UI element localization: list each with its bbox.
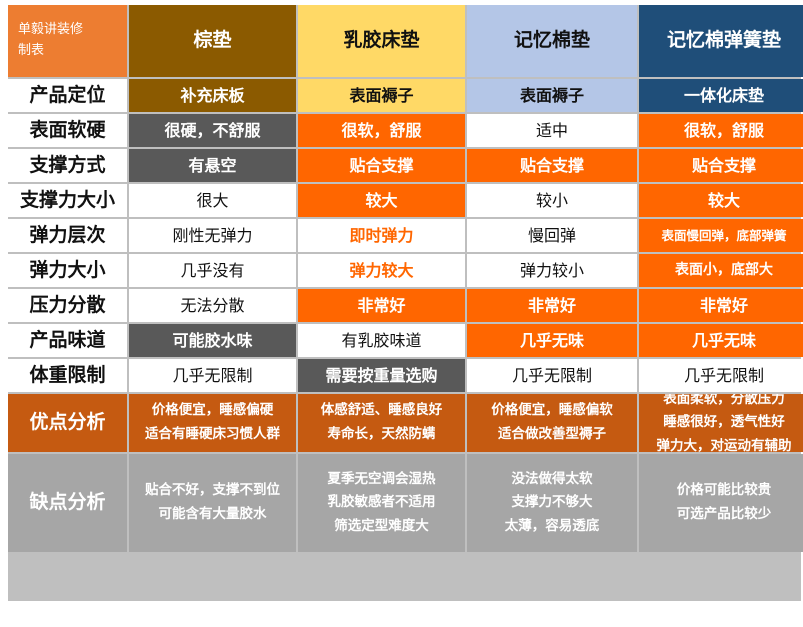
table-cell: 需要按重量选购 — [298, 359, 465, 392]
table-cell: 几乎无限制 — [639, 359, 803, 392]
cons-line: 贴合不好，支撑不到位 — [145, 482, 280, 499]
table-cell: 适中 — [467, 114, 637, 147]
row-label-support-type: 支撑方式 — [8, 149, 127, 182]
col-header-palm: 棕垫 — [129, 5, 296, 77]
cons-cell: 价格可能比较贵 可选产品比较少 — [639, 454, 803, 552]
table-cell: 表面褥子 — [467, 79, 637, 112]
table-cell: 非常好 — [298, 289, 465, 322]
cons-line: 支撑力不够大 — [511, 494, 593, 511]
table-cell: 贴合支撑 — [298, 149, 465, 182]
table-cell: 非常好 — [467, 289, 637, 322]
table-cell: 几乎无限制 — [467, 359, 637, 392]
row-label-pressure-distribution: 压力分散 — [8, 289, 127, 322]
table-cell: 慢回弹 — [467, 219, 637, 252]
row-label-odor: 产品味道 — [8, 324, 127, 357]
table-cell: 几乎无限制 — [129, 359, 296, 392]
table-cell: 很软，舒服 — [298, 114, 465, 147]
row-label-firmness: 表面软硬 — [8, 114, 127, 147]
cons-line: 筛选定型难度大 — [334, 517, 429, 534]
pros-line: 表面柔软，分散压力 — [663, 394, 785, 407]
table-cell: 表面慢回弹，底部弹簧 — [639, 219, 803, 252]
table-cell: 较小 — [467, 184, 637, 217]
table-cell: 较大 — [639, 184, 803, 217]
cons-cell: 没法做得太软 支撑力不够大 太薄，容易透底 — [467, 454, 637, 552]
comparison-table: 单毅讲装修制表 棕垫 乳胶床垫 记忆棉垫 记忆棉弹簧垫 产品定位 补充床板 表面… — [8, 5, 803, 601]
cons-line: 价格可能比较贵 — [676, 482, 772, 499]
cons-line: 乳胶敏感者不适用 — [327, 494, 436, 511]
table-cell: 较大 — [298, 184, 465, 217]
pros-line: 适合有睡硬床习惯人群 — [145, 426, 280, 442]
table-cell: 刚性无弹力 — [129, 219, 296, 252]
cons-cell: 贴合不好，支撑不到位 可能含有大量胶水 — [129, 454, 296, 552]
table-cell: 一体化床垫 — [639, 79, 803, 112]
table-cell: 有乳胶味道 — [298, 324, 465, 357]
pros-line: 睡感很好，透气性好 — [663, 414, 785, 431]
row-label-elasticity-strength: 弹力大小 — [8, 254, 127, 287]
pros-cell: 表面柔软，分散压力睡感很好，透气性好 弹力大，对运动有辅助 — [639, 394, 803, 452]
pros-line: 价格便宜，睡感偏硬 — [151, 402, 274, 419]
cons-line: 可选产品比较少 — [676, 506, 772, 522]
row-label-cons: 缺点分析 — [8, 454, 127, 552]
table-cell: 弹力较小 — [467, 254, 637, 287]
author-line: 单毅讲装修 — [18, 22, 84, 38]
cons-cell: 夏季无空调会湿热 乳胶敏感者不适用 筛选定型难度大 — [298, 454, 465, 552]
pros-line: 寿命长，天然防螨 — [327, 426, 436, 442]
author-line: 制表 — [18, 43, 45, 58]
table-author-cell: 单毅讲装修 制表 — [8, 5, 127, 77]
table-cell: 几乎没有 — [129, 254, 296, 287]
pros-cell: 体感舒适、睡感良好 寿命长，天然防螨 — [298, 394, 465, 452]
col-header-latex: 乳胶床垫 — [298, 5, 465, 77]
pros-cell: 价格便宜，睡感偏硬 适合有睡硬床习惯人群 — [129, 394, 296, 452]
row-label-elasticity-layers: 弹力层次 — [8, 219, 127, 252]
cons-line: 可能含有大量胶水 — [158, 506, 267, 522]
pros-line: 价格便宜，睡感偏软 — [491, 402, 613, 419]
cons-line: 夏季无空调会湿热 — [327, 470, 436, 487]
cons-line: 没法做得太软 — [511, 470, 593, 487]
row-label-support-strength: 支撑力大小 — [8, 184, 127, 217]
row-label-positioning: 产品定位 — [8, 79, 127, 112]
table-cell: 弹力较大 — [298, 254, 465, 287]
table-cell: 几乎无味 — [639, 324, 803, 357]
row-label-weight-limit: 体重限制 — [8, 359, 127, 392]
table-cell: 贴合支撑 — [639, 149, 803, 182]
col-header-memory-spring: 记忆棉弹簧垫 — [639, 5, 803, 77]
pros-line: 弹力大，对运动有辅助 — [656, 437, 792, 452]
table-cell: 很软，舒服 — [639, 114, 803, 147]
table-cell: 表面褥子 — [298, 79, 465, 112]
table-cell: 无法分散 — [129, 289, 296, 322]
pros-line: 体感舒适、睡感良好 — [320, 402, 443, 419]
row-label-pros: 优点分析 — [8, 394, 127, 452]
table-cell: 表面小，底部大 — [639, 254, 803, 287]
table-cell: 很大 — [129, 184, 296, 217]
table-cell: 几乎无味 — [467, 324, 637, 357]
table-cell: 非常好 — [639, 289, 803, 322]
pros-line: 适合做改善型褥子 — [498, 426, 606, 442]
table-cell: 贴合支撑 — [467, 149, 637, 182]
table-cell: 补充床板 — [129, 79, 296, 112]
table-cell: 有悬空 — [129, 149, 296, 182]
col-header-memory-foam: 记忆棉垫 — [467, 5, 637, 77]
table-cell: 即时弹力 — [298, 219, 465, 252]
table-cell: 很硬，不舒服 — [129, 114, 296, 147]
table-cell: 可能胶水味 — [129, 324, 296, 357]
pros-cell: 价格便宜，睡感偏软 适合做改善型褥子 — [467, 394, 637, 452]
cons-line: 太薄，容易透底 — [504, 517, 600, 534]
